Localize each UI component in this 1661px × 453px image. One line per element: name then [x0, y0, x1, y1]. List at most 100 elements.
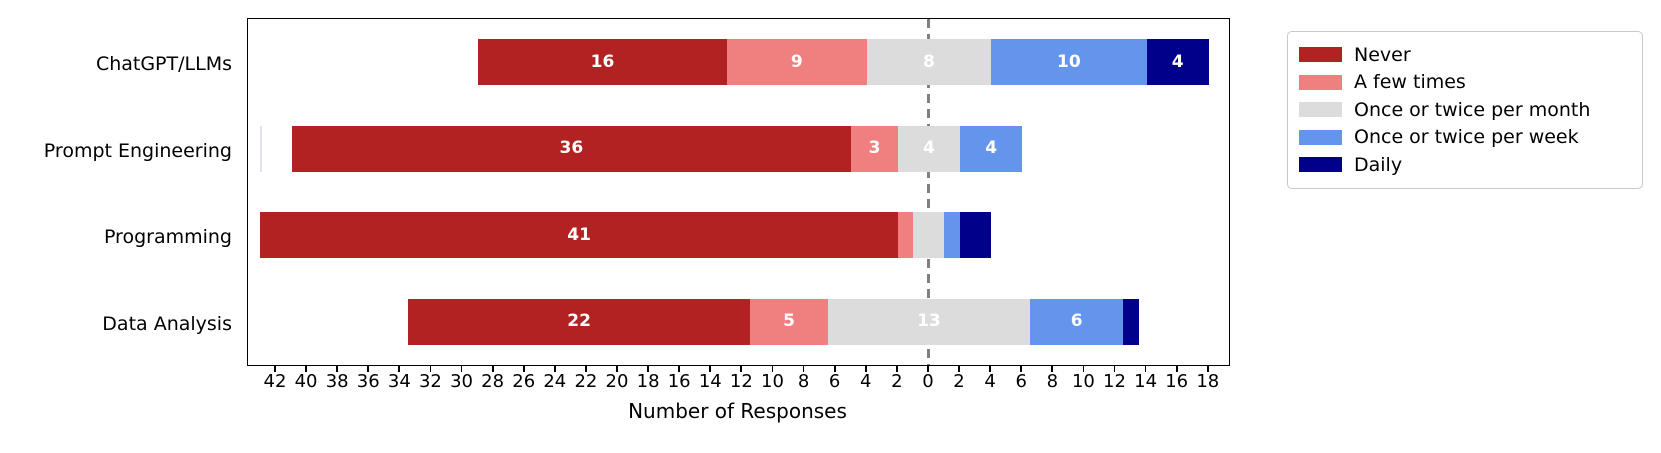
bar-segment [960, 212, 992, 259]
bar-segment: 8 [866, 39, 992, 86]
x-tick-mark [1175, 365, 1178, 372]
x-tick-mark [958, 365, 960, 372]
x-axis-title: Number of Responses [628, 399, 847, 423]
y-axis-category-label: Prompt Engineering [43, 139, 232, 162]
x-tick-label: 0 [922, 371, 934, 392]
x-tick-label: 24 [543, 371, 567, 392]
x-tick-label: 12 [729, 371, 753, 392]
x-tick-label: 14 [698, 371, 722, 392]
y-axis-category-label: Data Analysis [102, 312, 232, 335]
bar-value-label: 41 [567, 224, 591, 245]
legend-color-swatch [1299, 102, 1342, 118]
zero-dashed-line [927, 19, 931, 365]
x-tick-label: 4 [860, 371, 872, 392]
bar-value-label: 4 [923, 138, 935, 159]
bar-segment: 10 [991, 39, 1147, 86]
bar-segment: 6 [1030, 298, 1124, 345]
x-tick-mark [802, 365, 805, 372]
legend-label: A few times [1354, 71, 1466, 94]
bar-value-label: 36 [559, 138, 584, 159]
bar-segment: 22 [408, 298, 751, 345]
bar-segment [1123, 298, 1139, 345]
x-tick-mark [833, 365, 836, 372]
plot-area: 16 9 8 10 4 36 3 4 4 41 22 5 13 6 [247, 18, 1230, 366]
x-tick-mark [1113, 365, 1116, 372]
bar-row: 22 5 13 6 [248, 298, 1229, 345]
x-tick-label: 34 [387, 371, 411, 392]
x-tick-label: 40 [294, 371, 318, 392]
legend: Never A few times Once or twice per month O… [1287, 31, 1643, 189]
bar-value-label: 6 [1070, 311, 1083, 332]
bar-segment [897, 212, 914, 259]
bar-segment: 4 [960, 125, 1023, 172]
x-tick-mark [616, 365, 618, 372]
x-tick-mark [864, 365, 867, 372]
legend-color-swatch [1299, 74, 1342, 90]
x-tick-label: 42 [263, 371, 287, 392]
x-tick-label: 4 [984, 371, 996, 392]
bar-value-label: 16 [590, 51, 615, 72]
legend-item: A few times [1299, 69, 1631, 97]
x-tick-mark [305, 365, 307, 372]
bar-row: 36 3 4 4 [248, 125, 1229, 172]
x-tick-label: 16 [667, 371, 691, 392]
legend-item: Daily [1299, 151, 1631, 179]
x-tick-mark [927, 365, 929, 372]
x-tick-mark [771, 365, 774, 372]
x-tick-mark [553, 365, 556, 372]
x-tick-mark [709, 365, 712, 372]
x-tick-label: 18 [1196, 371, 1220, 392]
x-tick-label: 6 [828, 371, 841, 392]
x-tick-label: 20 [605, 371, 629, 392]
legend-item: Once or twice per week [1299, 124, 1631, 152]
x-tick-mark [585, 365, 587, 372]
x-tick-mark [989, 365, 992, 372]
x-tick-mark [398, 365, 401, 372]
y-axis-category-label: ChatGPT/LLMs [95, 53, 232, 76]
x-tick-label: 38 [325, 371, 349, 392]
x-tick-mark [1206, 365, 1209, 372]
legend-label: Never [1354, 43, 1411, 66]
legend-item: Once or twice per month [1299, 96, 1631, 124]
bar-segment: 5 [750, 298, 828, 345]
x-tick-mark [1082, 365, 1085, 372]
bar-value-label: 8 [923, 51, 935, 72]
x-tick-label: 36 [356, 371, 380, 392]
x-tick-label: 8 [1046, 371, 1059, 392]
legend-color-swatch [1299, 47, 1342, 63]
x-tick-label: 2 [953, 371, 965, 392]
bar-segment [913, 212, 945, 259]
x-tick-mark [647, 365, 649, 372]
bar-value-label: 3 [868, 138, 881, 159]
bar-row: 16 9 8 10 4 [248, 39, 1229, 86]
x-tick-mark [274, 365, 276, 372]
bar-value-label: 4 [1171, 51, 1184, 72]
x-tick-mark [1144, 365, 1147, 372]
bar-segment: 9 [726, 39, 867, 86]
x-tick-label: 16 [1165, 371, 1189, 392]
bar-row: 41 [248, 212, 1229, 259]
x-tick-label: 26 [512, 371, 536, 392]
x-tick-label: 14 [1134, 371, 1158, 392]
x-tick-label: 10 [1071, 371, 1095, 392]
x-tick-mark [1020, 365, 1023, 372]
legend-color-swatch [1299, 129, 1342, 145]
bar-segment: 36 [291, 125, 852, 172]
bar-value-label: 4 [985, 138, 998, 159]
bar-value-label: 10 [1057, 51, 1081, 72]
legend-label: Daily [1354, 153, 1403, 176]
x-tick-mark [522, 365, 525, 372]
bar-value-label: 13 [917, 311, 941, 332]
bar-value-label: 22 [567, 311, 591, 332]
x-tick-label: 18 [636, 371, 660, 392]
x-tick-mark [460, 365, 463, 372]
legend-color-swatch [1299, 157, 1342, 173]
legend-label: Once or twice per week [1354, 126, 1579, 149]
x-tick-label: 2 [891, 371, 903, 392]
bar-segment: 4 [1146, 39, 1209, 86]
x-tick-label: 22 [574, 371, 598, 392]
x-tick-label: 6 [1015, 371, 1027, 392]
x-tick-mark [740, 365, 743, 372]
x-tick-label: 32 [418, 371, 442, 392]
